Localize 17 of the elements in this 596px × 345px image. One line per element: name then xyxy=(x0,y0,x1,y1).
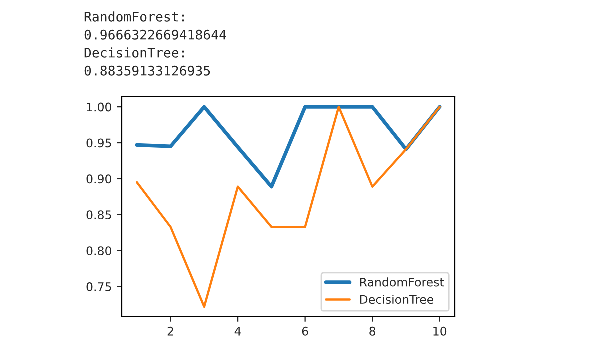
text: 0.88359133126935 xyxy=(84,66,210,76)
x-tick-label: 4 xyxy=(234,327,242,336)
y-tick-label: 1.00 xyxy=(87,102,112,112)
y-tick-label: 0.80 xyxy=(86,246,112,256)
y-tick-label: 0.85 xyxy=(86,210,112,220)
x-tick-label: 2 xyxy=(168,326,174,336)
legend-label: RandomForest xyxy=(360,278,444,287)
y-tick-label: 0.75 xyxy=(86,282,112,292)
x-tick-label: 8 xyxy=(370,326,376,336)
x-tick-label: 6 xyxy=(302,326,308,336)
text: 0.9666322669418644 xyxy=(84,30,226,40)
x-tick-label: 10 xyxy=(434,326,447,336)
y-tick-label: 0.90 xyxy=(86,174,112,184)
text: DecisionTree: xyxy=(84,48,184,58)
text: RandomForest: xyxy=(84,12,184,22)
legend-label: DecisionTree xyxy=(360,294,434,304)
y-tick-label: 0.95 xyxy=(86,138,112,148)
